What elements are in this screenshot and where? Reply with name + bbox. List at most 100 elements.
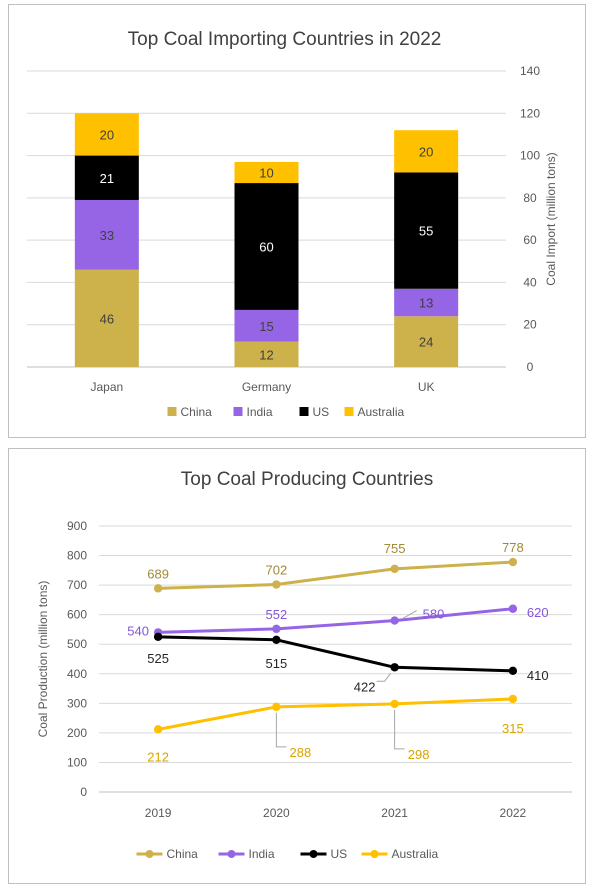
series-line-india	[156, 607, 515, 634]
series-line-us	[156, 635, 515, 673]
legend-label: India	[247, 405, 273, 419]
bar-india-germany	[234, 309, 299, 342]
bar-australia-japan	[74, 113, 139, 156]
x-tick-label: Japan	[90, 380, 123, 394]
data-label: 298	[408, 747, 430, 762]
legend-marker-china	[145, 850, 154, 858]
y-tick-label: 60	[523, 233, 537, 247]
data-label: 24	[419, 335, 433, 350]
legend-label: Australia	[392, 847, 439, 861]
data-label: 580	[423, 607, 445, 622]
legend-label: China	[167, 847, 199, 861]
data-label: 410	[527, 668, 549, 683]
data-label: 515	[266, 656, 288, 671]
bar-india-uk	[394, 288, 459, 317]
data-label: 288	[290, 745, 312, 760]
x-tick-label: 2020	[263, 806, 290, 820]
point-china-2022	[508, 557, 518, 567]
x-tick-label: 2019	[145, 806, 172, 820]
data-label: 702	[266, 563, 288, 578]
data-label: 778	[502, 540, 524, 555]
y-tick-label: 600	[67, 608, 87, 622]
x-tick-label: UK	[418, 380, 435, 394]
production-line-chart: Top Coal Producing Countries 0 100 200 300 40…	[36, 469, 572, 861]
point-australia-2019	[153, 725, 163, 734]
y-tick-label: 40	[523, 275, 537, 289]
legend-marker-us	[309, 850, 318, 858]
y-tick-label: 700	[67, 578, 87, 592]
data-label: 10	[259, 165, 273, 180]
legend-label: US	[331, 847, 348, 861]
leader-line	[275, 712, 287, 748]
data-label: 315	[502, 721, 524, 736]
legend-label: India	[249, 847, 275, 861]
bar-china-uk	[394, 316, 459, 367]
y-tick-label: 100	[67, 755, 87, 769]
data-label: 20	[100, 127, 114, 142]
bar-australia-uk	[394, 130, 459, 173]
chart-title: Top Coal Importing Countries in 2022	[128, 29, 442, 50]
legend-label: China	[181, 405, 213, 419]
point-us-2021	[390, 663, 399, 672]
y-axis-label: Coal Import (million tons)	[544, 152, 558, 285]
y-axis-label: Coal Production (million tons)	[36, 581, 50, 738]
y-tick-label: 200	[67, 726, 87, 740]
leader-line	[402, 610, 417, 620]
data-label: 12	[259, 347, 273, 362]
bar-us-germany	[234, 183, 299, 310]
legend-label: US	[313, 405, 330, 419]
point-us-2020	[272, 635, 281, 644]
bar-us-japan	[74, 155, 139, 200]
y-tick-label: 20	[523, 318, 537, 332]
production-chart-panel: Top Coal Producing Countries 0 100 200 300 40…	[8, 448, 586, 884]
data-label: 552	[266, 607, 288, 622]
data-label: 13	[419, 296, 433, 311]
legend-swatch-china	[167, 407, 177, 416]
x-tick-label: Germany	[242, 380, 291, 394]
data-label: 525	[147, 651, 169, 666]
data-label: 33	[100, 228, 114, 243]
data-label: 20	[419, 144, 433, 159]
data-label: 46	[100, 311, 114, 326]
series-line-australia	[156, 697, 515, 731]
chart-title: Top Coal Producing Countries	[181, 469, 433, 490]
x-tick-label: 2022	[500, 806, 527, 820]
point-china-2019	[153, 584, 163, 593]
y-tick-label: 80	[523, 191, 537, 205]
point-india-2020	[272, 624, 281, 634]
y-tick-label: 140	[520, 64, 540, 78]
bar-china-germany	[234, 341, 299, 367]
y-tick-label: 400	[67, 667, 87, 681]
y-tick-label: 300	[67, 696, 87, 710]
y-tick-label: 900	[67, 519, 87, 533]
y-tick-label: 0	[80, 785, 87, 799]
series-line-china	[156, 560, 515, 590]
point-india-2022	[508, 604, 518, 613]
legend-swatch-australia	[344, 407, 354, 416]
data-label: 689	[147, 566, 169, 581]
y-tick-label: 500	[67, 637, 87, 651]
legend-marker-india	[227, 850, 236, 858]
legend-swatch-india	[233, 407, 243, 416]
point-us-2019	[153, 632, 163, 642]
bar-australia-germany	[234, 161, 299, 184]
point-us-2022	[508, 666, 518, 676]
legend-marker-australia	[370, 850, 379, 858]
data-label: 755	[384, 541, 406, 556]
import-chart-panel: Top Coal Importing Countries in 2022 0 20 4…	[8, 4, 586, 438]
y-tick-label: 100	[520, 149, 540, 163]
bar-india-japan	[74, 199, 139, 270]
bar-us-uk	[394, 172, 459, 289]
data-label: 55	[419, 224, 433, 239]
legend-swatch-us	[299, 407, 309, 416]
bar-china-japan	[74, 269, 139, 367]
data-label: 540	[127, 623, 149, 638]
point-china-2021	[390, 564, 399, 574]
import-stacked-bar-chart: Top Coal Importing Countries in 2022 0 20 4…	[27, 29, 558, 419]
data-label: 422	[354, 679, 376, 694]
data-label: 15	[259, 319, 273, 334]
y-tick-label: 0	[527, 360, 534, 374]
point-china-2020	[272, 580, 281, 589]
point-australia-2022	[508, 694, 518, 704]
data-label: 21	[100, 171, 114, 186]
